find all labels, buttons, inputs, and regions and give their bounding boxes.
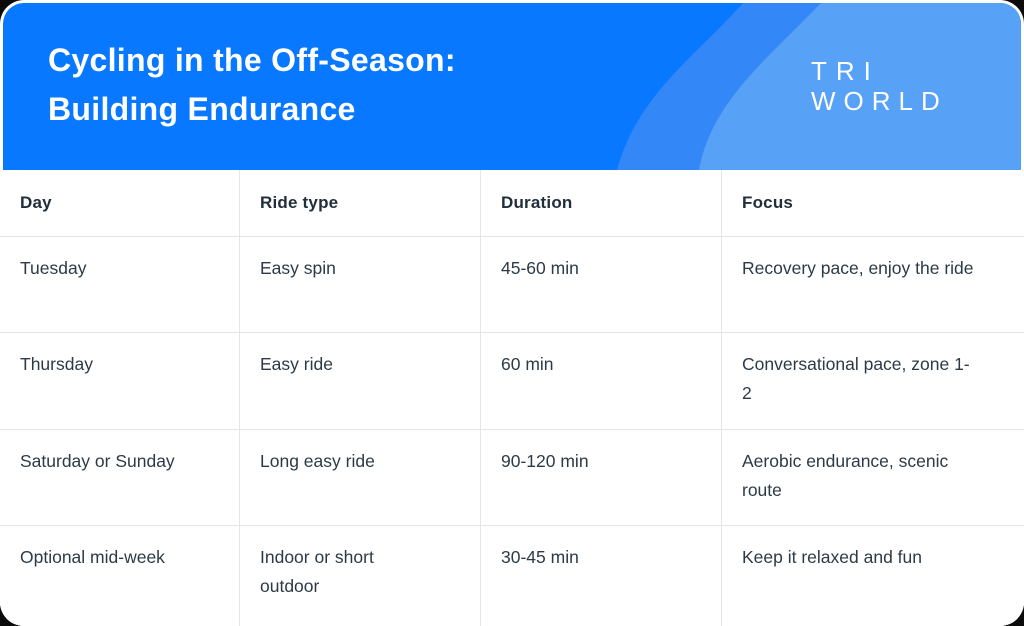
table-cell-ridetype: Indoor or short outdoor	[240, 526, 481, 626]
wave-light-shape	[699, 3, 1021, 170]
logo-line-world: WORLD	[811, 86, 948, 116]
table-cell-duration: 90-120 min	[481, 430, 722, 526]
cell-text: Easy ride	[260, 354, 333, 374]
cell-text: Easy spin	[260, 258, 336, 278]
table-cell-focus: Keep it relaxed and fun	[722, 526, 1024, 626]
tri-world-logo: TRI WORLD	[811, 56, 948, 116]
cell-text: 30-45 min	[501, 547, 579, 567]
column-header-focus: Focus	[722, 170, 1024, 237]
column-header-day: Day	[0, 170, 240, 237]
page-title-line2: Building Endurance	[48, 91, 356, 127]
table-cell-duration: 30-45 min	[481, 526, 722, 626]
page-title-line1: Cycling in the Off-Season:	[48, 42, 456, 78]
table-cell-ridetype: Long easy ride	[240, 430, 481, 526]
table-cell-day: Saturday or Sunday	[0, 430, 240, 526]
column-header-ridetype: Ride type	[240, 170, 481, 237]
cell-text: Thursday	[20, 354, 93, 374]
header-banner: Cycling in the Off-Season: Building Endu…	[3, 3, 1021, 170]
table-cell-ridetype: Easy spin	[240, 237, 481, 333]
cell-text: Conversational pace, zone 1-2	[742, 354, 970, 403]
cell-text: Aerobic endurance, scenic route	[742, 451, 949, 500]
cell-text: Indoor or short outdoor	[260, 547, 374, 596]
wave-background	[3, 3, 1021, 170]
cell-text: Keep it relaxed and fun	[742, 547, 922, 567]
cell-text: Saturday or Sunday	[20, 451, 175, 471]
cell-text: Optional mid-week	[20, 547, 165, 567]
table-cell-day: Optional mid-week	[0, 526, 240, 626]
page-title: Cycling in the Off-Season: Building Endu…	[48, 36, 456, 134]
table-cell-focus: Conversational pace, zone 1-2	[722, 333, 1024, 430]
table-cell-duration: 60 min	[481, 333, 722, 430]
column-header-duration: Duration	[481, 170, 722, 237]
table-cell-day: Thursday	[0, 333, 240, 430]
cell-text: Recovery pace, enjoy the ride	[742, 258, 974, 278]
table-cell-focus: Recovery pace, enjoy the ride	[722, 237, 1024, 333]
cell-text: 90-120 min	[501, 451, 589, 471]
cell-text: 45-60 min	[501, 258, 579, 278]
logo-line-tri: TRI	[811, 56, 880, 86]
schedule-table: Day Ride type Duration Focus Tuesday Eas…	[0, 170, 1024, 626]
table-cell-duration: 45-60 min	[481, 237, 722, 333]
cell-text: 60 min	[501, 354, 554, 374]
table-cell-day: Tuesday	[0, 237, 240, 333]
table-cell-ridetype: Easy ride	[240, 333, 481, 430]
cell-text: Long easy ride	[260, 451, 375, 471]
cell-text: Tuesday	[20, 258, 87, 278]
table-cell-focus: Aerobic endurance, scenic route	[722, 430, 1024, 526]
